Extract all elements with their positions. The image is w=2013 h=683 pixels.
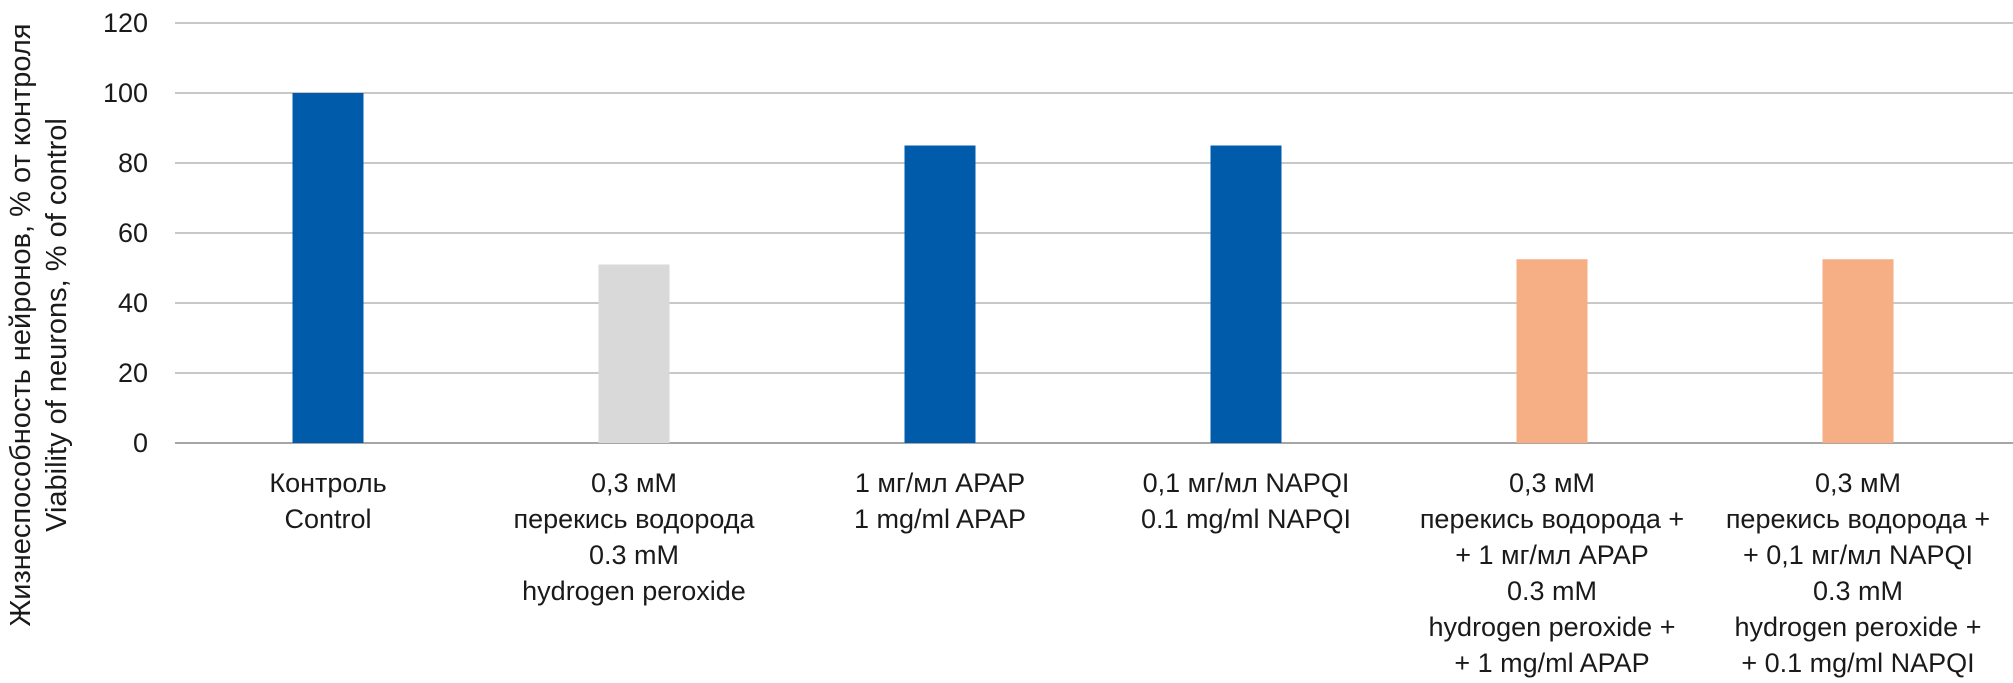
category-label-line: 0.1 mg/ml NAPQI — [1141, 504, 1351, 534]
category-label-line: + 1 mg/ml APAP — [1454, 648, 1649, 678]
category-label-line: + 0.1 mg/ml NAPQI — [1741, 648, 1974, 678]
category-label-line: 1 mg/ml APAP — [854, 504, 1026, 534]
y-tick-label: 120 — [103, 8, 148, 38]
y-tick-labels: 0 20 40 60 80 100 120 — [103, 8, 148, 458]
category-label-line: hydrogen peroxide + — [1429, 612, 1676, 642]
category-label-5: 0,3 мМ перекись водорода + + 1 мг/мл APAP 0… — [1420, 468, 1684, 678]
category-label-line: 0.3 mM — [589, 540, 679, 570]
y-axis-title-line: Жизнеспособность нейронов, % от контроля — [5, 23, 37, 626]
category-label-line: + 0,1 мг/мл NAPQI — [1743, 540, 1973, 570]
category-label-line: 0,1 мг/мл NAPQI — [1143, 468, 1350, 498]
category-label-line: перекись водорода + — [1726, 504, 1990, 534]
category-label-3: 1 мг/мл APAP 1 mg/ml APAP — [854, 468, 1026, 534]
category-label-line: 0.3 mM — [1507, 576, 1597, 606]
category-label-4: 0,1 мг/мл NAPQI 0.1 mg/ml NAPQI — [1141, 468, 1351, 534]
y-tick-label: 0 — [133, 428, 148, 458]
category-label-line: перекись водорода + — [1420, 504, 1684, 534]
category-label-line: + 1 мг/мл APAP — [1455, 540, 1649, 570]
category-label-1: Контроль Control — [269, 468, 386, 534]
bar-3 — [904, 145, 976, 443]
gridlines — [175, 22, 2013, 444]
y-tick-label: 60 — [118, 218, 148, 248]
category-label-line: Контроль — [269, 468, 386, 498]
y-axis-title: Жизнеспособность нейронов, % от контроля… — [5, 23, 73, 626]
category-labels: Контроль Control 0,3 мМ перекись водорода 0.… — [269, 468, 1990, 678]
y-axis-title-text: Жизнеспособность нейронов, % от контроля… — [5, 23, 73, 626]
category-label-line: 0,3 мМ — [1815, 468, 1901, 498]
y-tick-label: 100 — [103, 78, 148, 108]
category-label-line: 1 мг/мл APAP — [855, 468, 1025, 498]
category-label-line: hydrogen peroxide — [522, 576, 746, 606]
category-label-line: перекись водорода — [513, 504, 755, 534]
y-tick-label: 20 — [118, 358, 148, 388]
y-axis-title-line: Viability of neurons, % of control — [41, 118, 73, 532]
bar-6 — [1822, 259, 1894, 443]
bar-5 — [1516, 259, 1588, 443]
y-tick-label: 80 — [118, 148, 148, 178]
category-label-line: 0.3 mM — [1813, 576, 1903, 606]
category-label-6: 0,3 мМ перекись водорода + + 0,1 мг/мл NAP… — [1726, 468, 1990, 678]
y-tick-label: 40 — [118, 288, 148, 318]
bar-1 — [292, 93, 364, 443]
bar-2 — [598, 264, 670, 443]
category-label-line: 0,3 мМ — [1509, 468, 1595, 498]
category-label-line: 0,3 мМ — [591, 468, 677, 498]
category-label-line: hydrogen peroxide + — [1735, 612, 1982, 642]
category-label-2: 0,3 мМ перекись водорода 0.3 mM hydrogen pe… — [513, 468, 755, 606]
bar-4 — [1210, 145, 1282, 443]
category-label-line: Control — [284, 504, 371, 534]
bars — [292, 93, 1894, 443]
